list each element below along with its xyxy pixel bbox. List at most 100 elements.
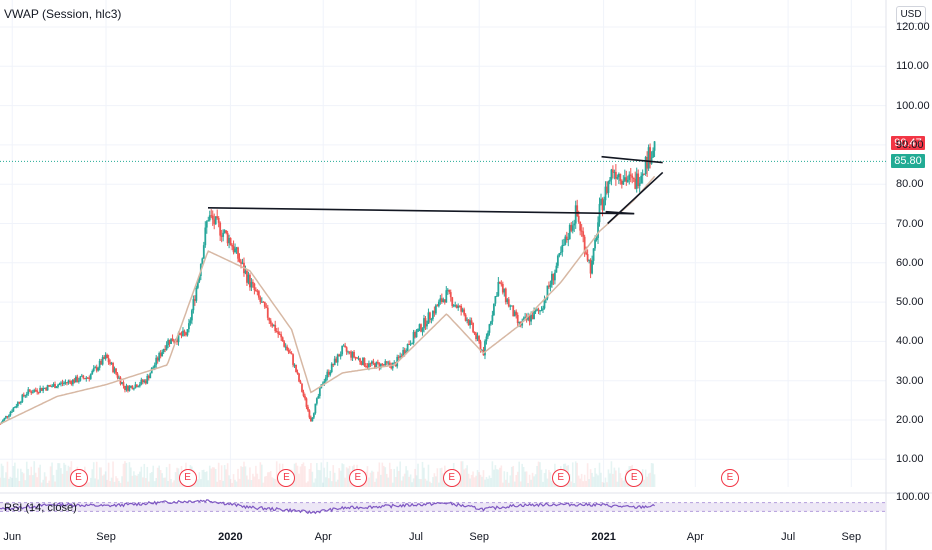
volume-bar bbox=[583, 474, 586, 487]
candle-body bbox=[339, 354, 342, 357]
volume-bar bbox=[504, 479, 507, 487]
candle-body bbox=[45, 387, 48, 391]
volume-bar bbox=[15, 477, 18, 487]
candle-body bbox=[207, 220, 210, 222]
candle-body bbox=[360, 361, 363, 365]
earnings-marker[interactable]: E bbox=[178, 469, 197, 487]
x-tick-label: Jun bbox=[3, 531, 22, 543]
candle-body bbox=[426, 324, 428, 327]
candle-body bbox=[445, 290, 448, 303]
rsi-line bbox=[0, 499, 655, 515]
volume-bar bbox=[122, 463, 125, 487]
candle-body bbox=[100, 360, 103, 365]
volume-bar bbox=[531, 472, 534, 487]
candle-body bbox=[510, 305, 513, 307]
candle-body bbox=[466, 319, 469, 321]
candle-body bbox=[109, 362, 111, 365]
earnings-marker[interactable]: E bbox=[721, 469, 739, 487]
candle-body bbox=[232, 246, 235, 253]
candle-body bbox=[76, 376, 79, 382]
volume-bar bbox=[606, 482, 608, 487]
y-tick-label: 70.00 bbox=[896, 217, 924, 230]
volume-bar bbox=[475, 475, 477, 487]
candle-body bbox=[632, 177, 635, 179]
candle-body bbox=[141, 379, 144, 383]
volume-bar bbox=[161, 473, 163, 487]
candle-body bbox=[176, 340, 178, 343]
candle-body bbox=[479, 341, 482, 351]
volume-bar bbox=[11, 477, 13, 487]
candle-body bbox=[390, 365, 393, 369]
volume-bar bbox=[493, 469, 495, 487]
earnings-marker[interactable]: E bbox=[442, 469, 461, 487]
candle-body bbox=[315, 398, 318, 404]
volume-bar bbox=[525, 471, 528, 487]
volume-bar bbox=[25, 461, 28, 487]
currency-badge[interactable]: USD bbox=[896, 6, 926, 24]
volume-bar bbox=[229, 479, 232, 487]
volume-bar bbox=[515, 475, 518, 487]
rsi-indicator-label[interactable]: RSI (14, close) bbox=[4, 502, 77, 514]
candle-body bbox=[6, 416, 9, 418]
candle-body bbox=[376, 361, 379, 363]
candle-body bbox=[51, 386, 53, 388]
volume-bar bbox=[235, 481, 238, 487]
earnings-marker[interactable]: E bbox=[625, 469, 644, 487]
vwap-indicator-label[interactable]: VWAP (Session, hlc3) bbox=[4, 7, 122, 21]
candle-body bbox=[369, 363, 372, 365]
candle-body bbox=[317, 396, 320, 399]
candle-body bbox=[379, 363, 382, 368]
candle-body bbox=[594, 239, 596, 249]
candle-body bbox=[13, 407, 16, 409]
candle-body bbox=[257, 291, 260, 298]
volume-bar bbox=[37, 467, 40, 487]
candle-body bbox=[312, 413, 315, 418]
volume-bar bbox=[3, 477, 6, 487]
volume-bar bbox=[503, 471, 506, 487]
candle-body bbox=[423, 318, 425, 329]
earnings-marker[interactable]: E bbox=[277, 469, 296, 487]
volume-bar bbox=[314, 478, 317, 487]
volume-bar bbox=[598, 462, 601, 487]
candle-body bbox=[424, 318, 427, 327]
volume-bar bbox=[371, 470, 373, 487]
candle-body bbox=[449, 292, 452, 298]
volume-bar bbox=[95, 461, 98, 487]
volume-bar bbox=[333, 472, 336, 487]
candle-body bbox=[234, 248, 236, 253]
candle-body bbox=[576, 205, 579, 217]
candle-body bbox=[18, 402, 21, 404]
volume-bar bbox=[228, 475, 230, 487]
candle-body bbox=[237, 247, 239, 259]
volume-bar bbox=[613, 467, 616, 487]
volume-bar bbox=[152, 465, 155, 487]
candle-body bbox=[552, 273, 555, 281]
volume-bar bbox=[147, 481, 150, 487]
volume-bar bbox=[548, 469, 550, 487]
candle-body bbox=[103, 357, 106, 359]
candle-body bbox=[524, 316, 527, 319]
candle-body bbox=[559, 252, 562, 254]
volume-bar bbox=[115, 476, 117, 487]
earnings-marker[interactable]: E bbox=[69, 469, 88, 487]
volume-bar bbox=[34, 472, 37, 487]
candle-body bbox=[652, 150, 654, 158]
volume-bar bbox=[568, 474, 571, 487]
candle-body bbox=[329, 371, 332, 375]
volume-bar bbox=[21, 472, 24, 487]
volume-bar bbox=[222, 480, 224, 487]
candle-body bbox=[592, 248, 595, 261]
candle-body bbox=[238, 258, 241, 262]
volume-bar bbox=[40, 482, 43, 487]
volume-bar bbox=[396, 466, 398, 487]
volume-bar bbox=[42, 479, 44, 487]
volume-bar bbox=[479, 474, 482, 487]
volume-bar bbox=[101, 475, 104, 487]
volume-bar bbox=[103, 474, 105, 487]
earnings-marker[interactable]: E bbox=[551, 469, 570, 487]
candle-body bbox=[583, 236, 586, 253]
candle-body bbox=[561, 245, 564, 253]
earnings-marker[interactable]: E bbox=[348, 469, 367, 487]
candle-body bbox=[549, 284, 552, 288]
